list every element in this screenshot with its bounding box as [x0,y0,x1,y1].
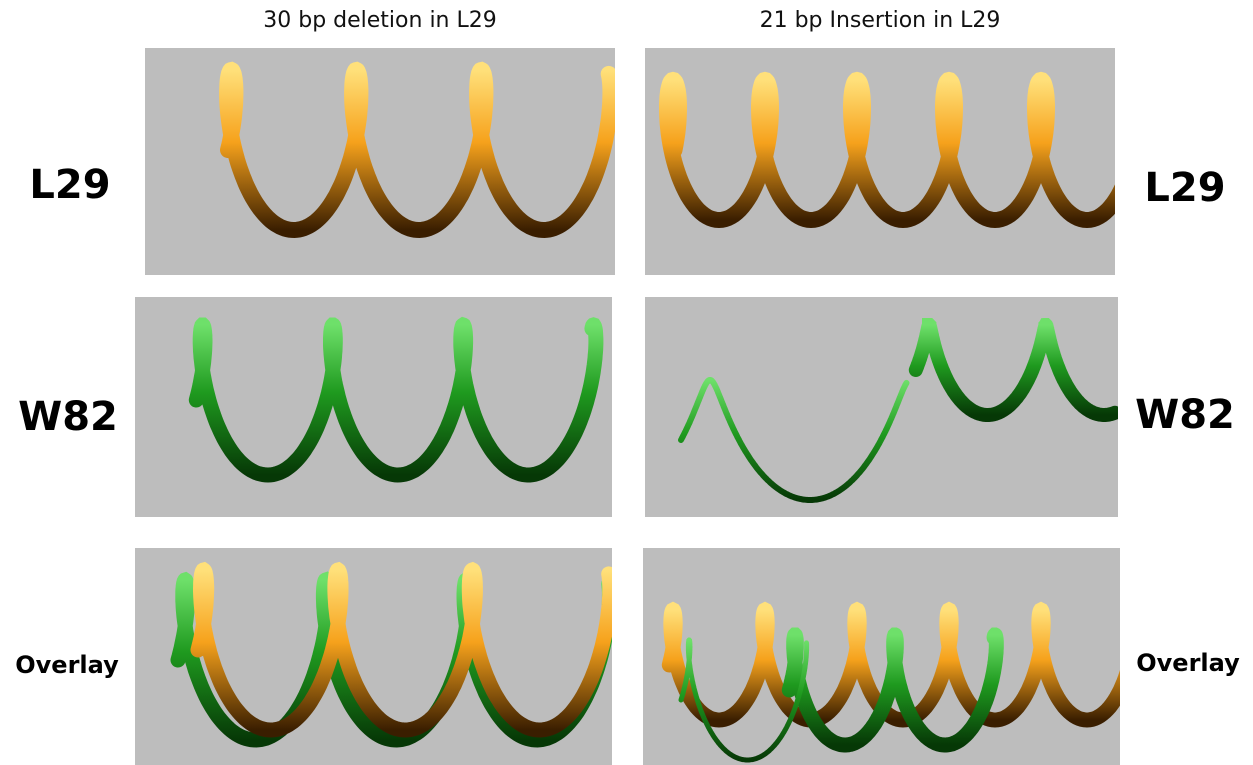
row-label: Overlay [15,651,119,679]
row-label: L29 [1144,165,1225,211]
row-label: L29 [29,162,110,208]
figure: 30 bp deletion in L29 21 bp Insertion in… [0,0,1253,765]
column-header: 21 bp Insertion in L29 [760,8,1001,33]
structure-panel [145,48,615,275]
column-header: 30 bp deletion in L29 [263,8,497,33]
row-label: Overlay [1136,649,1240,677]
row-label: W82 [1135,392,1235,438]
row-label: W82 [18,394,118,440]
